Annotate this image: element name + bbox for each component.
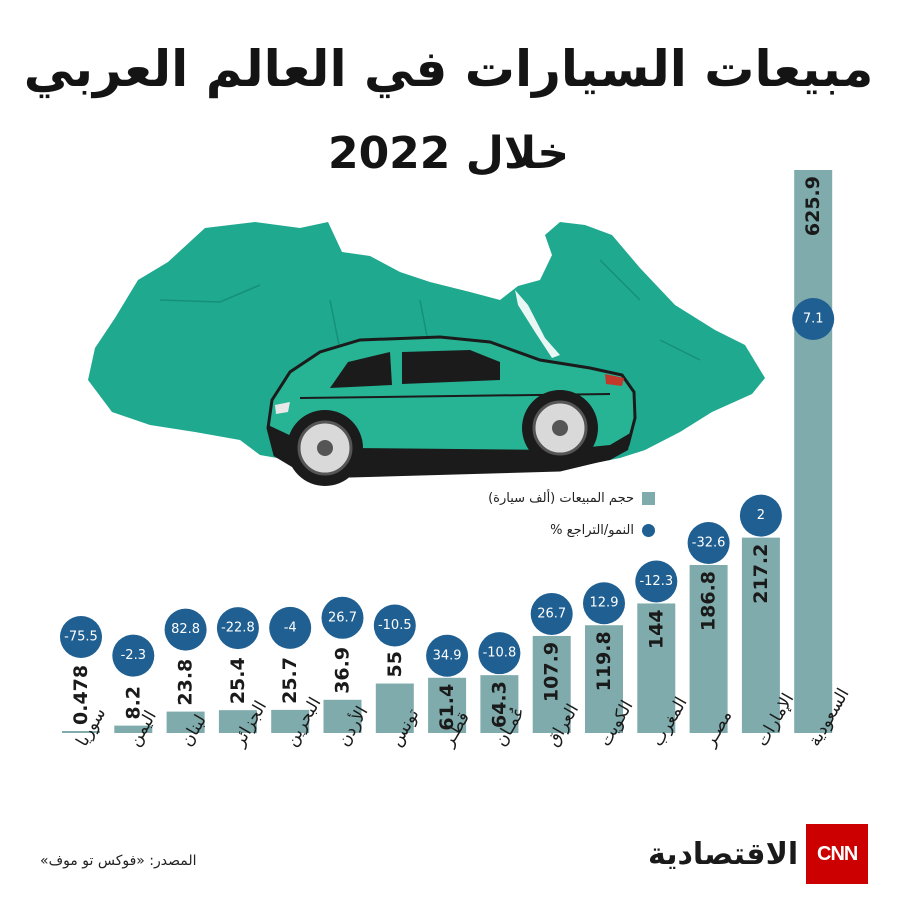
growth-label: -10.8	[483, 646, 517, 661]
growth-circle	[792, 298, 835, 340]
growth-circle	[739, 494, 782, 537]
growth-circle	[60, 616, 102, 658]
legend-swatch-square	[642, 492, 655, 505]
bar	[166, 711, 205, 733]
bar	[689, 564, 728, 733]
growth-circle	[112, 634, 155, 677]
growth-label: -2.3	[121, 648, 146, 663]
data-label: 25.4	[227, 657, 249, 704]
data-label: 107.9	[541, 642, 563, 702]
growth-circle	[269, 606, 312, 649]
data-label: 119.8	[593, 631, 615, 691]
bar	[428, 677, 467, 733]
data-label: 625.9	[802, 176, 824, 236]
bar	[375, 683, 414, 733]
bar	[741, 537, 780, 733]
data-label: 61.4	[436, 684, 458, 731]
growth-label: -10.5	[378, 618, 412, 633]
legend-label-sales: حجم المبيعات (ألف سيارة)	[488, 491, 634, 506]
chart-title: مبيعات السيارات في العالم العربي	[23, 40, 874, 98]
data-label: 23.8	[175, 659, 197, 706]
bar	[794, 170, 833, 733]
data-label: 0.478	[70, 665, 92, 725]
bar	[323, 699, 362, 733]
bar	[62, 731, 100, 733]
logo-wordmark: الاقتصادية	[648, 836, 799, 872]
growth-label: -32.6	[692, 535, 726, 550]
growth-circle	[321, 596, 364, 639]
data-label: 64.3	[488, 681, 510, 728]
bar	[480, 675, 519, 733]
growth-label: 7.1	[803, 312, 824, 327]
data-label: 186.8	[698, 571, 720, 631]
data-label: 217.2	[750, 544, 772, 604]
bar	[114, 725, 153, 733]
growth-label: -4	[284, 620, 297, 635]
growth-circle	[478, 632, 521, 675]
data-label: 144	[645, 609, 667, 649]
publisher-logo: الاقتصادية CNN	[648, 824, 869, 884]
growth-label: 34.9	[433, 648, 462, 663]
legend-item-growth: النمو/التراجع %	[395, 523, 655, 538]
source-note: المصدر: «فوكس تو موف»	[40, 853, 197, 869]
growth-label: 26.7	[537, 606, 566, 621]
growth-circle	[583, 582, 625, 625]
bar	[271, 709, 310, 733]
data-label: 36.9	[332, 647, 354, 694]
legend-item-sales: حجم المبيعات (ألف سيارة)	[395, 491, 655, 506]
growth-label: 2	[757, 508, 765, 523]
data-label: 8.2	[122, 686, 144, 720]
bar	[532, 635, 571, 733]
legend-label-growth: النمو/التراجع %	[550, 523, 634, 538]
legend-swatch-circle	[642, 524, 655, 537]
growth-label: -75.5	[64, 630, 98, 645]
growth-label: -12.3	[639, 574, 673, 589]
growth-circle	[164, 608, 207, 651]
car-icon	[266, 335, 637, 486]
growth-circle	[373, 604, 416, 647]
cnn-logo-icon: CNN	[806, 824, 869, 884]
data-label: 55	[384, 651, 406, 677]
growth-label: 12.9	[590, 596, 619, 611]
chart-subtitle: خلال 2022	[327, 128, 570, 179]
growth-label: 82.8	[171, 622, 200, 637]
bar	[585, 625, 623, 733]
growth-label: 26.7	[328, 610, 357, 625]
data-label: 25.7	[279, 657, 301, 704]
bar	[637, 603, 676, 733]
growth-circle	[635, 560, 678, 603]
growth-circle	[216, 607, 259, 650]
growth-circle	[687, 521, 730, 564]
growth-circle	[426, 634, 469, 677]
growth-circle	[530, 592, 573, 635]
growth-label: -22.8	[221, 621, 255, 636]
bar	[218, 710, 257, 733]
